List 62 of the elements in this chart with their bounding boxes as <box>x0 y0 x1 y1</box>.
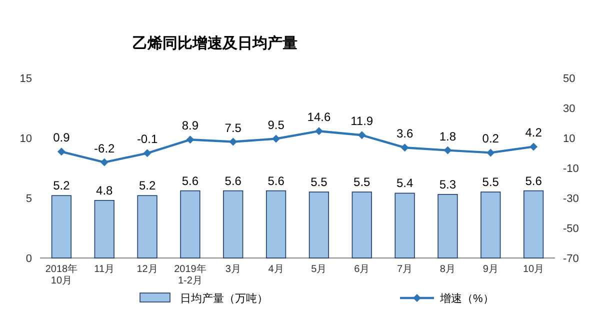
x-tick-label: 10月 <box>522 264 544 275</box>
x-tick-label: 8月 <box>440 264 456 275</box>
data-label: 7.5 <box>224 120 242 135</box>
data-label: 8.9 <box>182 118 199 133</box>
point <box>358 131 366 140</box>
y2-tick-label: -70 <box>563 253 579 265</box>
data-label: 5.5 <box>482 175 500 189</box>
point <box>400 144 409 152</box>
chart-title: 乙烯同比增速及日均产量 <box>132 35 298 52</box>
x-tick-label: 11月 <box>94 264 115 275</box>
data-label: 0.2 <box>482 132 500 146</box>
point <box>143 149 152 158</box>
point <box>486 148 495 157</box>
x-tick-label: 6月 <box>354 264 370 275</box>
x-tick-label: 9月 <box>482 264 498 275</box>
y-tick-label: 0 <box>26 253 32 265</box>
y2-tick-label: 50 <box>563 73 576 85</box>
data-label: 4.8 <box>96 183 114 198</box>
data-label: 5.6 <box>525 174 542 188</box>
x-tick-label: 5月 <box>311 264 327 275</box>
legend-label: 增速（%） <box>439 292 494 305</box>
y-tick-label: 10 <box>20 133 32 145</box>
point <box>229 138 238 146</box>
y2-tick-label: -10 <box>563 163 579 175</box>
legend-label: 日均产量（万吨） <box>180 292 268 305</box>
data-label: 5.2 <box>138 178 156 193</box>
x-tick-label: 2018年 10月 <box>45 263 78 286</box>
data-label: 5.3 <box>439 177 456 192</box>
point <box>57 148 66 156</box>
data-label: 11.9 <box>350 114 374 128</box>
x-tick-label: 2019年 1-2月 <box>174 263 206 286</box>
x-tick-label: 4月 <box>268 264 284 275</box>
data-label: 5.6 <box>268 174 285 188</box>
data-label: 5.6 <box>182 174 199 188</box>
data-label: 0.9 <box>53 130 70 145</box>
point <box>100 158 108 166</box>
x-tick-label: 3月 <box>225 264 241 275</box>
y2-tick-label: -50 <box>563 223 579 235</box>
data-label: 5.6 <box>224 174 242 188</box>
y2-tick-label: -30 <box>563 193 579 205</box>
x-tick-label: 12月 <box>136 264 158 275</box>
data-label: 5.5 <box>310 175 328 189</box>
y2-tick-label: 10 <box>563 133 576 145</box>
data-label: 4.2 <box>525 126 542 140</box>
data-label: 5.5 <box>354 175 371 189</box>
data-label: -0.1 <box>136 132 158 146</box>
data-label: 5.4 <box>396 176 414 190</box>
y-tick-label: 5 <box>26 193 32 205</box>
point <box>186 136 194 144</box>
point <box>530 142 538 151</box>
x-tick-label: 7月 <box>397 264 413 275</box>
data-label: 3.6 <box>396 126 414 141</box>
data-label: -6.2 <box>94 141 116 156</box>
y-tick-label: 15 <box>20 73 32 85</box>
point <box>314 127 323 136</box>
data-label: 5.2 <box>53 178 70 193</box>
data-label: 14.6 <box>307 110 331 124</box>
data-label: 9.5 <box>268 118 285 132</box>
y2-tick-label: 30 <box>563 103 576 115</box>
point <box>272 134 280 143</box>
data-label: 1.8 <box>439 129 456 144</box>
point <box>444 146 452 154</box>
